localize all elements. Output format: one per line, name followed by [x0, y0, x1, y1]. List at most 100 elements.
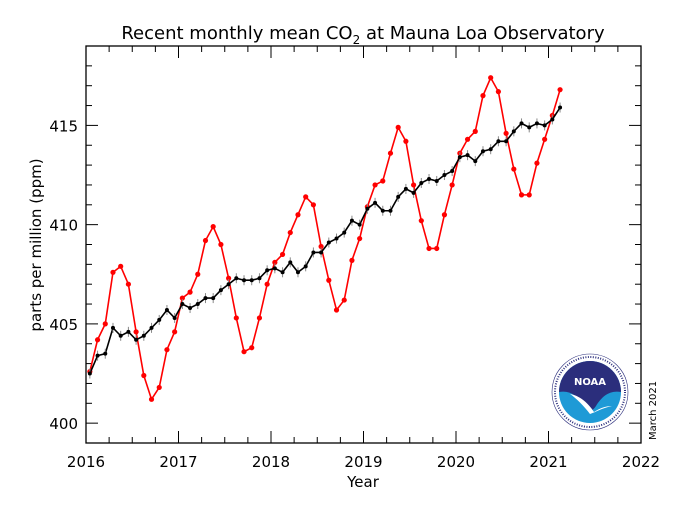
monthly-mean-point	[349, 257, 355, 263]
monthly-mean-point	[279, 251, 286, 258]
monthly-mean-point	[480, 93, 486, 99]
trend-point	[442, 173, 447, 178]
trend-point	[118, 333, 123, 338]
monthly-mean-point	[233, 315, 239, 321]
trend-point	[396, 194, 401, 199]
trend-point	[480, 149, 485, 154]
trend-point	[257, 276, 262, 281]
trend-point	[473, 159, 478, 164]
y-tick-label: 405	[49, 316, 78, 334]
monthly-mean-point	[511, 166, 517, 172]
monthly-mean-point	[249, 345, 255, 351]
trend-point	[288, 260, 293, 265]
monthly-mean-point	[449, 182, 455, 188]
trend-point	[265, 268, 270, 273]
trend-point	[488, 147, 493, 152]
monthly-mean-point	[118, 263, 124, 269]
noaa-logo: NOAA	[551, 353, 629, 431]
monthly-mean-point	[148, 396, 155, 402]
monthly-mean-line	[89, 75, 561, 402]
monthly-mean-point	[488, 75, 494, 81]
monthly-mean-point	[110, 269, 116, 275]
monthly-mean-point	[418, 218, 424, 224]
trend-point	[164, 308, 169, 313]
trend-point	[303, 264, 308, 269]
trend-point	[319, 250, 324, 255]
monthly-mean-point	[264, 281, 270, 287]
trend-point	[519, 121, 524, 126]
date-stamp: March 2021	[648, 381, 659, 440]
trend-point	[326, 240, 331, 245]
monthly-mean-point	[133, 329, 139, 335]
trend-point	[357, 222, 362, 227]
x-tick-label: 2017	[159, 453, 197, 471]
trend-point	[295, 270, 300, 275]
monthly-mean-point	[387, 150, 394, 156]
trend-point	[272, 266, 277, 271]
trend-point	[365, 206, 370, 211]
monthly-mean-point	[534, 160, 540, 166]
chart-title: Recent monthly mean CO2 at Mauna Loa Obs…	[121, 23, 605, 47]
trend-point	[434, 178, 439, 183]
trend-point	[149, 325, 154, 330]
monthly-mean-point	[495, 89, 501, 95]
trend-point	[126, 329, 131, 334]
monthly-mean-point	[210, 224, 216, 230]
trend-point	[242, 278, 247, 283]
trend-point	[103, 351, 108, 356]
trend-point	[373, 200, 378, 205]
trend-point	[226, 282, 231, 287]
monthly-mean-point	[526, 192, 532, 198]
y-tick-label: 400	[49, 415, 78, 433]
trend-point	[542, 123, 547, 128]
trend-point	[95, 353, 100, 358]
monthly-mean-point	[472, 128, 478, 134]
monthly-mean-point	[464, 136, 471, 142]
trend-point	[527, 125, 532, 130]
y-tick-label: 415	[49, 117, 78, 135]
trend-point	[558, 105, 563, 110]
trend-line	[89, 107, 561, 374]
trend-point	[427, 176, 432, 181]
trend-point	[349, 218, 354, 223]
monthly-mean-point	[310, 202, 316, 208]
trend-point	[234, 276, 239, 281]
trend-point	[157, 317, 162, 322]
monthly-mean-point	[287, 229, 293, 236]
monthly-mean-point	[557, 87, 563, 93]
trend-point	[496, 139, 501, 144]
monthly-mean-point	[295, 212, 301, 218]
monthly-mean-point	[156, 384, 162, 391]
trend-point	[388, 208, 393, 213]
x-tick-label: 2021	[529, 453, 567, 471]
monthly-mean-point	[411, 182, 417, 188]
y-tick-label: 410	[49, 217, 78, 235]
monthly-mean-point	[172, 329, 178, 335]
monthly-mean-point	[326, 277, 332, 283]
trend-point	[550, 117, 555, 122]
monthly-mean-point	[441, 212, 448, 218]
monthly-mean-point	[187, 289, 193, 295]
trend-point	[188, 306, 193, 311]
monthly-mean-point	[518, 192, 525, 198]
trend-point	[134, 337, 139, 342]
monthly-mean-point	[303, 194, 309, 200]
trend-point	[534, 121, 539, 126]
trend-point	[411, 190, 416, 195]
x-tick-label: 2020	[437, 453, 475, 471]
trend-point	[172, 315, 177, 320]
x-tick-label: 2022	[622, 453, 660, 471]
monthly-mean-point	[395, 124, 401, 130]
monthly-mean-point	[333, 307, 340, 313]
trend-point	[110, 325, 115, 330]
trend-point	[403, 186, 408, 191]
monthly-mean-point	[434, 245, 440, 252]
trend-point	[450, 169, 455, 174]
monthly-mean-point	[341, 297, 347, 303]
monthly-mean-point	[426, 245, 432, 252]
monthly-mean-point	[272, 259, 278, 265]
monthly-mean-point	[357, 235, 363, 242]
monthly-mean-point	[102, 321, 108, 327]
monthly-mean-point	[318, 243, 324, 250]
